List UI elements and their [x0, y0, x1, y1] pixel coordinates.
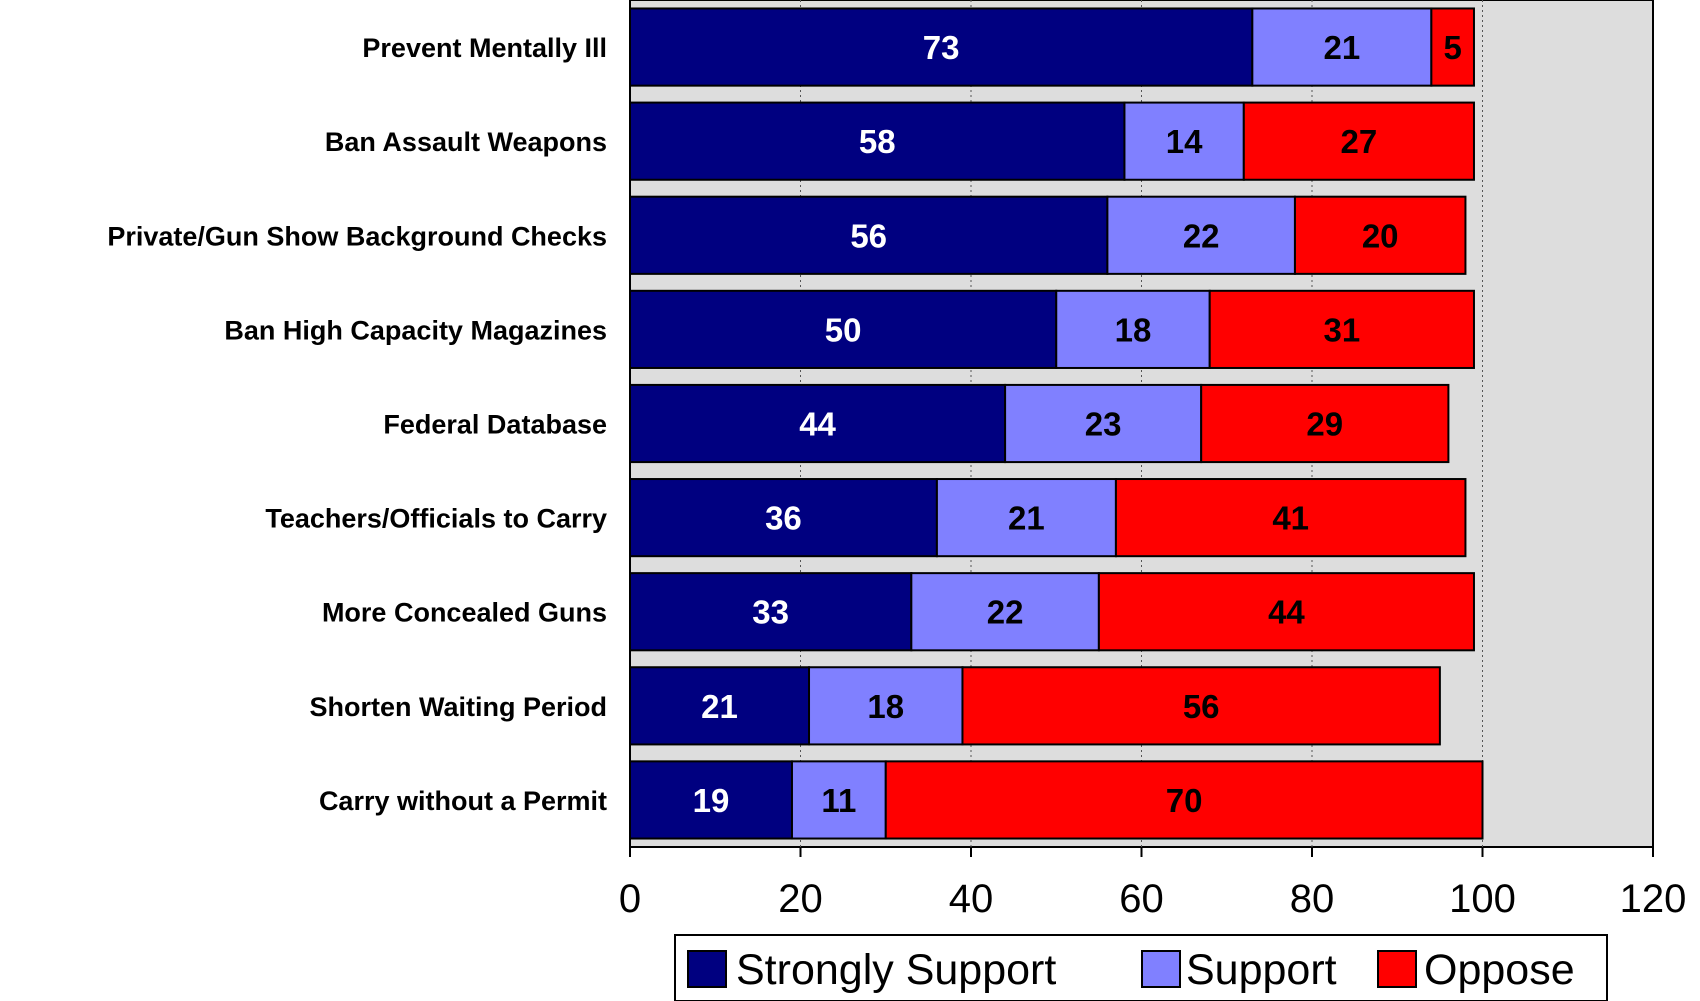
- data-label: 18: [1115, 311, 1152, 348]
- bars: 73 21 5 58 14 27 56 22 20 50 18 31 44 23 29 36 21 41 33 22 4…: [629, 7, 1484, 840]
- bar-segment: [910, 572, 1100, 652]
- data-label: 36: [765, 500, 802, 537]
- bar-segment: [1430, 7, 1475, 87]
- category-label: Carry without a Permit: [319, 786, 607, 816]
- bar-segment: [961, 666, 1441, 746]
- category-label: Private/Gun Show Background Checks: [107, 221, 607, 251]
- category-label: Shorten Waiting Period: [309, 692, 607, 722]
- data-label: 41: [1272, 500, 1309, 537]
- data-label: 50: [825, 311, 862, 348]
- data-label: 18: [867, 688, 904, 725]
- bar-segment: [1242, 101, 1475, 181]
- bar-segment: [935, 478, 1117, 558]
- bar-segment: [629, 195, 1109, 275]
- data-label: 21: [1323, 29, 1360, 66]
- x-axis: 0 20 40 60 80 100 120: [619, 847, 1687, 921]
- data-label: 20: [1362, 217, 1399, 254]
- data-label: 23: [1085, 406, 1122, 443]
- legend-label-strongly-support: Strongly Support: [736, 946, 1056, 994]
- x-tick-label: 100: [1449, 877, 1516, 921]
- bar-segment: [629, 572, 913, 652]
- data-label: 22: [987, 594, 1024, 631]
- category-label: Teachers/Officials to Carry: [265, 504, 607, 534]
- data-label: 56: [1183, 688, 1220, 725]
- data-label: 73: [923, 29, 960, 66]
- bar-segment: [884, 760, 1484, 840]
- data-label: 14: [1166, 123, 1203, 160]
- data-label: 29: [1306, 406, 1343, 443]
- x-tick-label: 80: [1290, 877, 1335, 921]
- category-label: Ban High Capacity Magazines: [224, 315, 607, 345]
- legend-swatch-strongly-support: [687, 950, 727, 988]
- category-labels: Prevent Mentally Ill Ban Assault Weapons P…: [107, 33, 607, 816]
- data-label: 58: [859, 123, 896, 160]
- bar-segment: [1200, 383, 1450, 464]
- bar-segment: [629, 101, 1126, 181]
- bar-segment: [1114, 478, 1467, 558]
- legend-swatch-support: [1141, 950, 1181, 988]
- data-label: 11: [821, 782, 856, 819]
- data-label: 21: [701, 688, 738, 725]
- bar-segment: [629, 289, 1058, 369]
- legend: Strongly Support Support Oppose: [674, 934, 1608, 1001]
- bar-segment: [1097, 572, 1475, 652]
- category-label: Prevent Mentally Ill: [362, 33, 607, 63]
- data-label: 27: [1341, 123, 1378, 160]
- data-label: 19: [693, 782, 730, 819]
- data-label: 44: [1268, 594, 1305, 631]
- bar-segment: [1106, 195, 1296, 275]
- data-label: 70: [1166, 782, 1203, 819]
- data-label: 33: [752, 594, 789, 631]
- bar-segment: [1208, 289, 1475, 369]
- bar-segment: [629, 478, 938, 558]
- bar-segment: [808, 666, 964, 746]
- data-label: 22: [1183, 217, 1220, 254]
- data-label: 56: [850, 217, 887, 254]
- x-tick-label: 0: [619, 877, 641, 921]
- bar-segment: [629, 666, 811, 746]
- bar-segment: [629, 760, 793, 840]
- bar-segment: [1004, 383, 1203, 464]
- data-label: 44: [799, 406, 836, 443]
- bar-segment: [629, 7, 1254, 87]
- x-tick-label: 120: [1620, 877, 1687, 921]
- category-label: Ban Assault Weapons: [325, 127, 607, 157]
- legend-label-support: Support: [1186, 946, 1337, 994]
- data-label: 31: [1323, 311, 1360, 348]
- data-label: 5: [1443, 29, 1461, 66]
- bar-segment: [1055, 289, 1211, 369]
- bar-segment: [1293, 195, 1467, 275]
- bar-segment: [629, 383, 1007, 464]
- category-label: More Concealed Guns: [322, 598, 607, 628]
- legend-label-oppose: Oppose: [1424, 946, 1575, 994]
- legend-swatch-oppose: [1377, 950, 1417, 988]
- bar-segment: [1123, 101, 1245, 181]
- data-label: 21: [1008, 500, 1045, 537]
- bar-segment: [1251, 7, 1433, 87]
- category-label: Federal Database: [383, 410, 607, 440]
- x-tick-label: 20: [778, 877, 823, 921]
- x-tick-label: 40: [949, 877, 994, 921]
- x-tick-label: 60: [1119, 877, 1164, 921]
